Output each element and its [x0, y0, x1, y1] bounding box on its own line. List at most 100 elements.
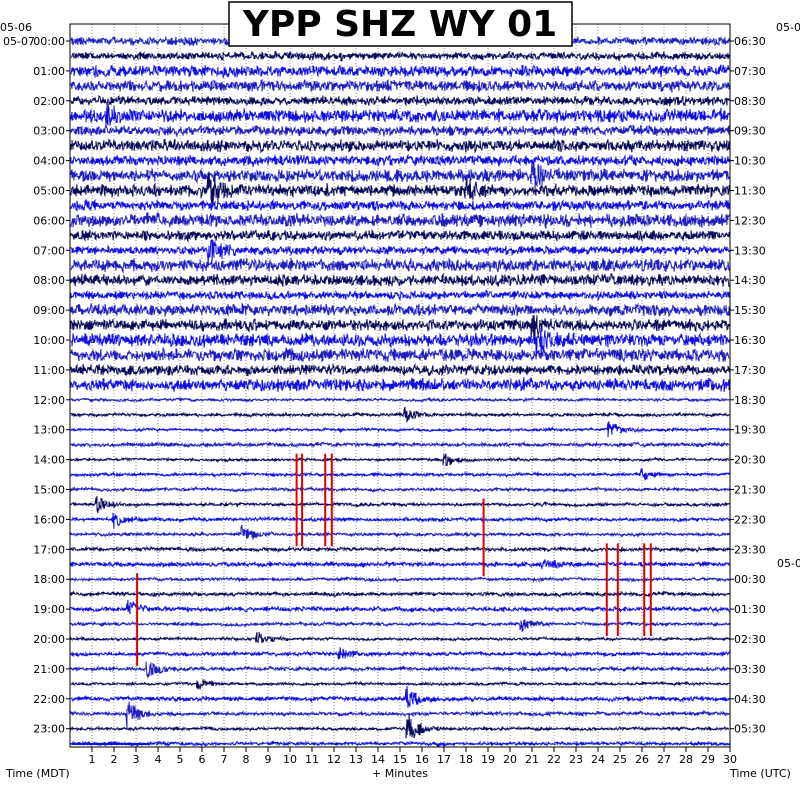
x-tick-label: 1 [89, 753, 96, 766]
x-tick-label: 29 [701, 753, 715, 766]
seismic-trace [70, 314, 730, 341]
x-tick-label: 5 [177, 753, 184, 766]
right-hour-label: 21:30 [734, 484, 766, 497]
seismic-trace [70, 228, 730, 243]
x-tick-label: 25 [613, 753, 627, 766]
seismic-trace [70, 512, 730, 529]
seismic-trace [70, 171, 730, 205]
left-hour-label: 18:00 [33, 573, 65, 586]
left-axis-title: Time (MDT) [5, 767, 70, 780]
seismic-trace [70, 678, 730, 690]
x-tick-label: 2 [111, 753, 118, 766]
seismic-trace [70, 272, 730, 288]
x-tick-label: 15 [393, 753, 407, 766]
date-label-right-top: 05-0 [776, 21, 800, 34]
left-hour-label: 17:00 [33, 543, 65, 556]
x-tick-label: 19 [481, 753, 495, 766]
right-hour-label: 13:30 [734, 244, 766, 257]
left-hour-label: 14:00 [33, 454, 65, 467]
right-hour-label: 02:30 [734, 633, 766, 646]
seismic-trace [70, 619, 730, 632]
left-hour-label: 10:00 [33, 334, 65, 347]
seismic-trace [70, 78, 730, 93]
right-hour-label: 10:30 [734, 155, 766, 168]
seismic-trace [70, 495, 730, 513]
left-hour-label: 01:00 [33, 65, 65, 78]
seismic-trace [70, 647, 730, 661]
right-hour-label: 06:30 [734, 35, 766, 48]
x-tick-label: 27 [657, 753, 671, 766]
seismic-trace [70, 453, 730, 467]
seismic-trace [70, 377, 730, 393]
trace-layer [70, 35, 730, 748]
left-hour-label: 12:00 [33, 394, 65, 407]
x-tick-label: 10 [283, 753, 297, 766]
x-tick-label: 9 [265, 753, 272, 766]
x-tick-label: 18 [459, 753, 473, 766]
seismic-trace [70, 326, 730, 360]
seismic-trace [70, 631, 730, 644]
left-hour-label: 16:00 [33, 513, 65, 526]
x-tick-label: 12 [327, 753, 341, 766]
x-tick-label: 3 [133, 753, 140, 766]
seismic-trace [70, 590, 730, 599]
seismic-trace [70, 739, 730, 748]
left-hour-label: 11:00 [33, 364, 65, 377]
seismic-trace [70, 211, 730, 230]
seismic-trace [70, 64, 730, 78]
x-tick-label: 17 [437, 753, 451, 766]
seismic-trace [70, 138, 730, 154]
left-hour-label: 07:00 [33, 244, 65, 257]
right-hour-label: 18:30 [734, 394, 766, 407]
x-tick-label: 28 [679, 753, 693, 766]
left-hour-label: 08:00 [33, 274, 65, 287]
right-hour-label: 15:30 [734, 304, 766, 317]
seismic-trace [70, 289, 730, 302]
right-hour-label: 22:30 [734, 513, 766, 526]
x-tick-layer: 1 2 3 4 5 6 7 8 9 10 11 12 13 14 15 16 17 18 19 20 21 22 23 24 2… [89, 747, 737, 766]
seismic-trace [70, 575, 730, 583]
x-tick-label: 23 [569, 753, 583, 766]
right-hour-label: 09:30 [734, 125, 766, 138]
seismic-trace [70, 714, 730, 739]
right-hour-label: 00:30 [734, 573, 766, 586]
right-hour-label: 11:30 [734, 185, 766, 198]
seismic-trace [70, 124, 730, 138]
left-hour-label: 20:00 [33, 633, 65, 646]
right-axis-title: Time (UTC) [729, 767, 791, 780]
x-tick-label: 16 [415, 753, 429, 766]
left-hour-label: 05:00 [33, 185, 65, 198]
x-axis-title: + Minutes [372, 767, 428, 780]
x-tick-label: 14 [371, 753, 385, 766]
right-hour-label: 23:30 [734, 543, 766, 556]
left-hour-label: 04:00 [33, 155, 65, 168]
right-hour-label: 20:30 [734, 454, 766, 467]
seismic-trace [70, 468, 730, 482]
x-tick-label: 22 [547, 753, 561, 766]
seismic-trace [70, 153, 730, 167]
x-tick-label: 7 [221, 753, 228, 766]
x-tick-label: 4 [155, 753, 162, 766]
right-hour-label: 04:30 [734, 693, 766, 706]
x-tick-label: 8 [243, 753, 250, 766]
right-hour-label: 16:30 [734, 334, 766, 347]
left-hour-label: 15:00 [33, 484, 65, 497]
seismic-trace [70, 661, 730, 679]
seismic-trace [70, 239, 730, 268]
seismic-trace [70, 347, 730, 363]
left-hour-labels: 00:00 01:00 02:00 03:00 04:00 05:00 06:00 07:00… [33, 35, 70, 736]
seismic-trace [70, 362, 730, 377]
seismic-trace [70, 559, 730, 570]
seismic-trace [70, 485, 730, 494]
seismic-trace [70, 94, 730, 107]
seismic-trace [70, 257, 730, 274]
marker-layer [136, 453, 652, 666]
left-hour-label: 13:00 [33, 424, 65, 437]
left-hour-label: 21:00 [33, 663, 65, 676]
left-hour-label: 03:00 [33, 125, 65, 138]
x-tick-label: 6 [199, 753, 206, 766]
seismic-trace [70, 421, 730, 438]
x-tick-label: 24 [591, 753, 605, 766]
seismic-trace [70, 545, 730, 554]
